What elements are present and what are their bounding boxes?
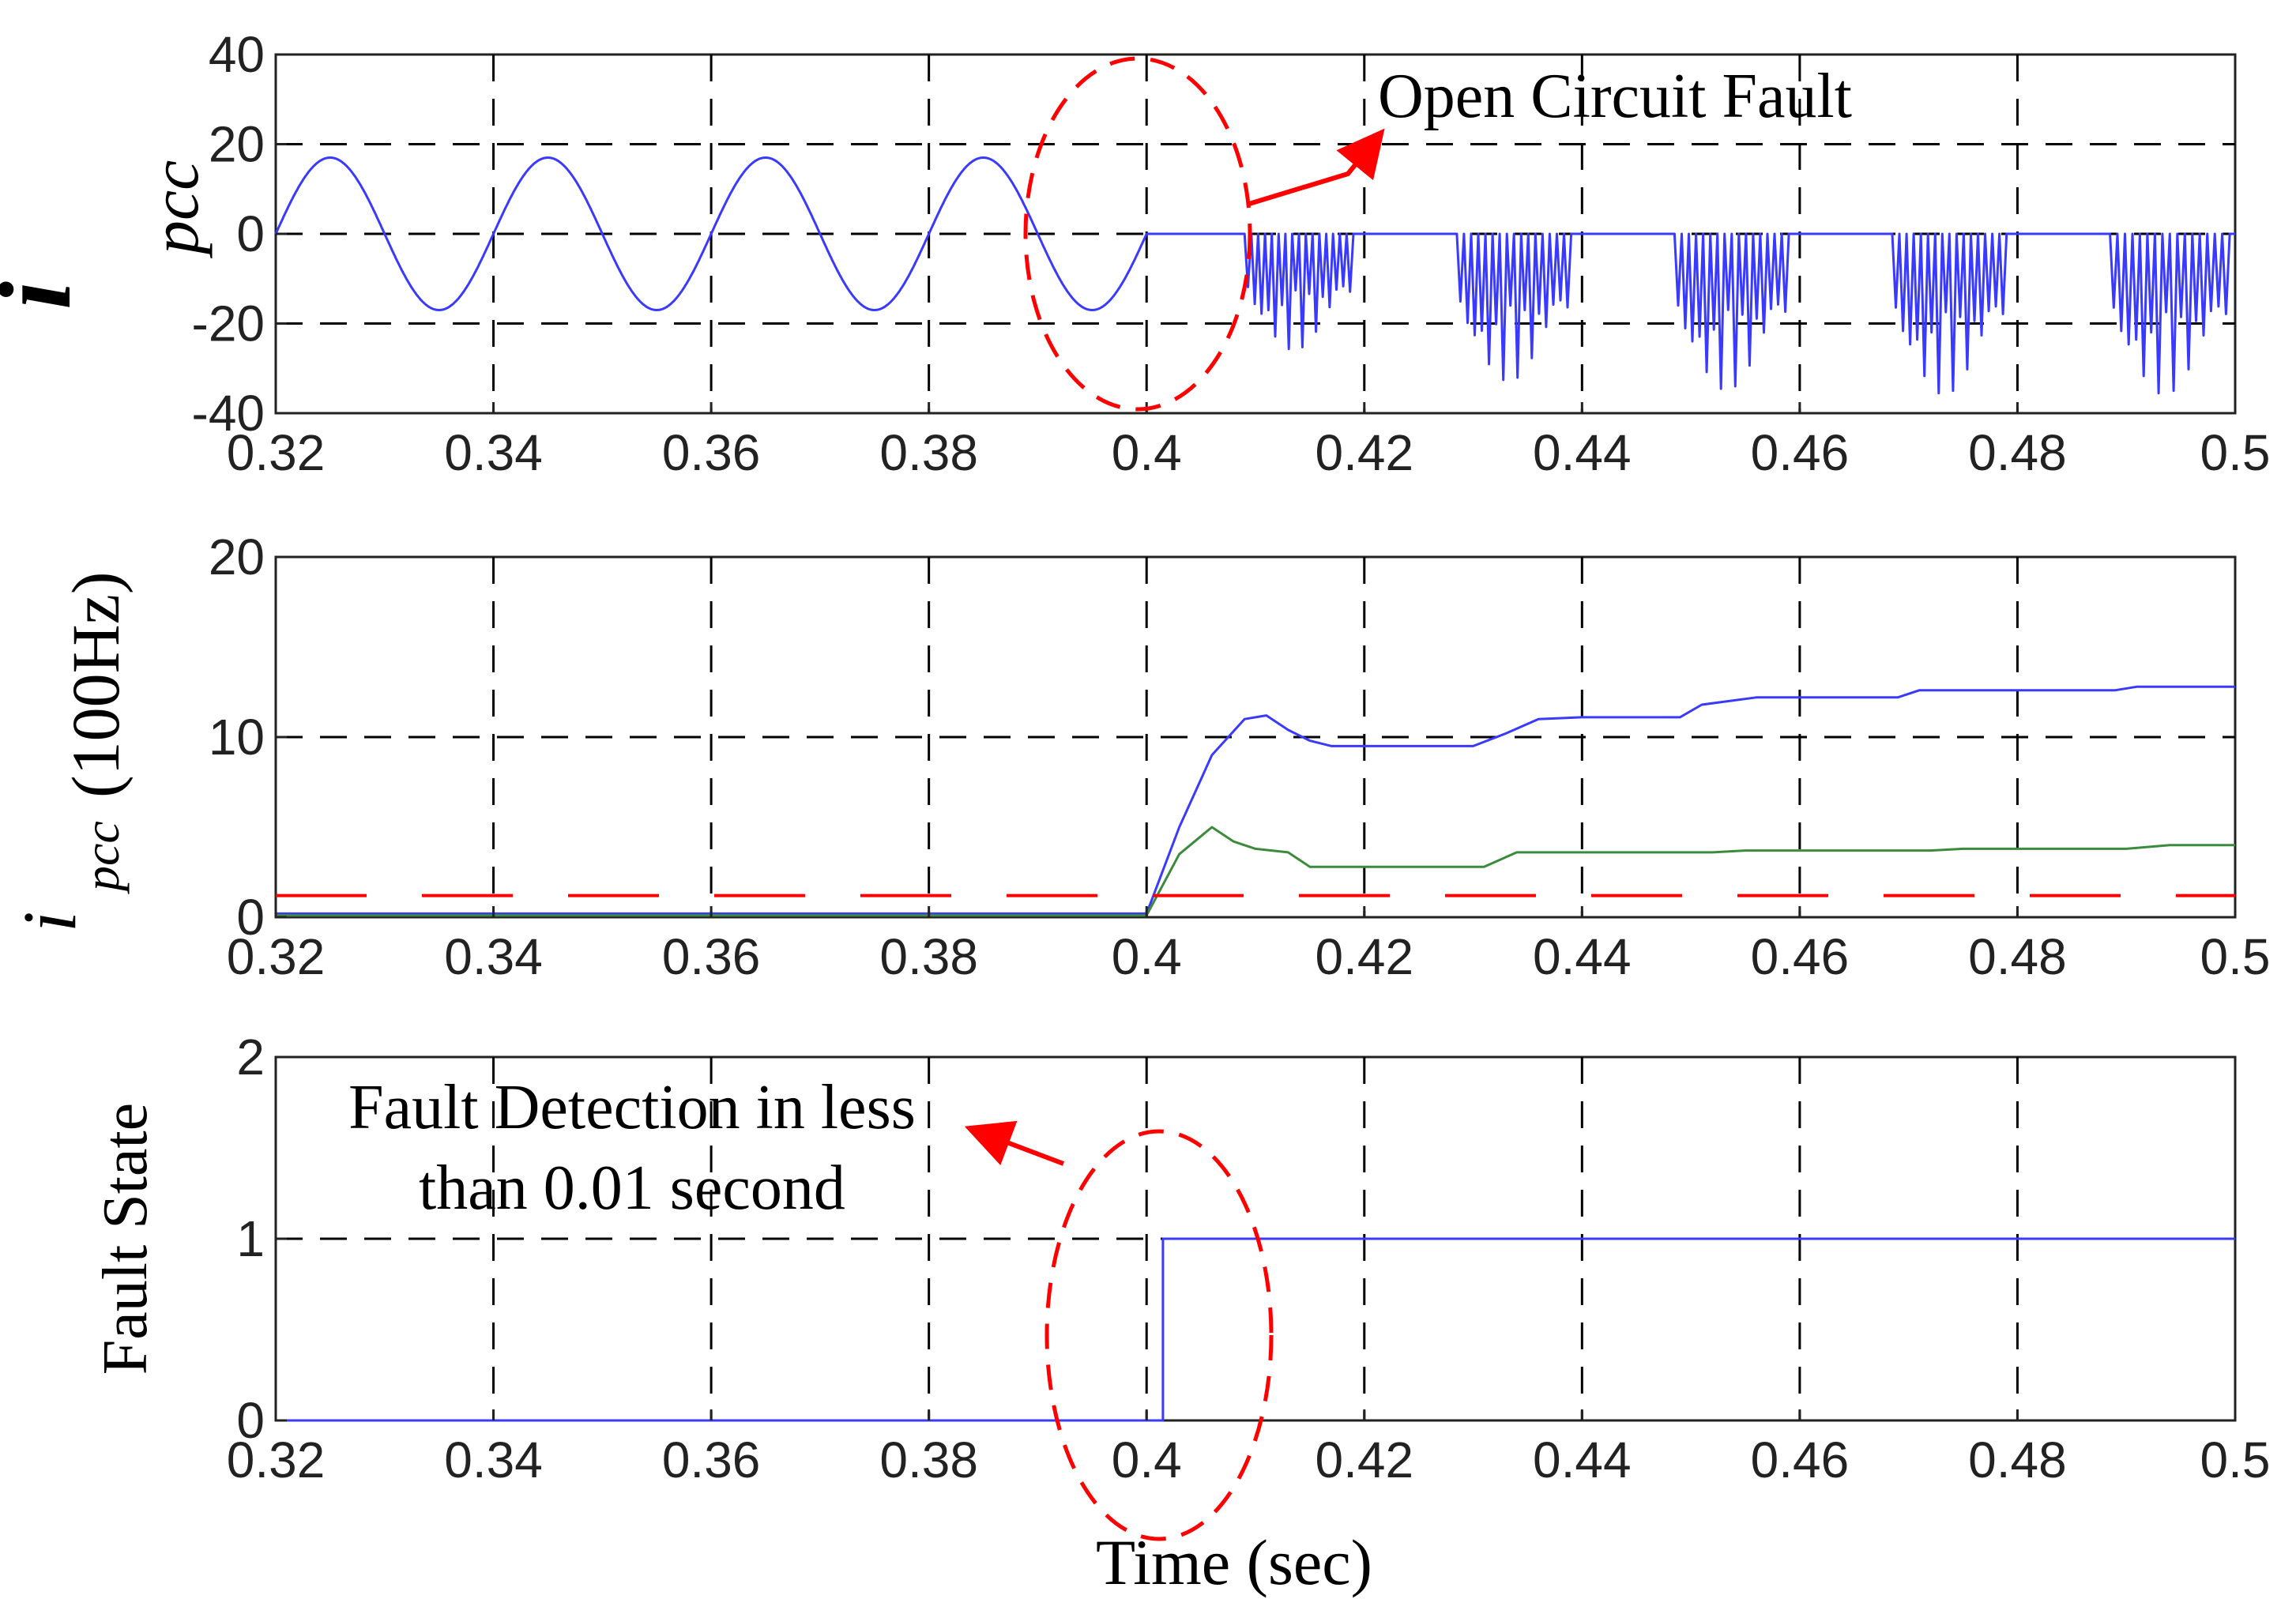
detection-highlight-ellipse	[1044, 1129, 1274, 1541]
x-tick-label: 0.34	[444, 424, 543, 481]
y-tick-label: 20	[209, 529, 265, 585]
xlabel: Time (sec)	[1096, 1526, 1372, 1598]
x-tick-label: 0.38	[879, 424, 978, 481]
y-tick-label: 20	[209, 116, 265, 173]
x-tick-label: 0.4	[1112, 1432, 1182, 1488]
panel-ipcc-100hz: 0.32 0.34 0.36 0.38 0.4 0.42 0.44 0.46 0.48 0.5 20…	[7, 529, 2270, 985]
x-tick-label: 0.48	[1968, 928, 2067, 985]
x-tick-label: 0.32	[227, 928, 326, 985]
y-tick-label: 0	[236, 1392, 265, 1449]
open-circuit-fault-annotation: Open Circuit Fault	[1378, 62, 1852, 131]
fault-arrow	[1248, 128, 1385, 206]
x-tick-label: 0.48	[1968, 1432, 2067, 1488]
x-tick-label: 0.34	[444, 1432, 543, 1488]
x-tick-label: 0.4	[1112, 424, 1182, 481]
x-tick-label: 0.32	[227, 1432, 326, 1488]
y-tick-label: 1	[236, 1210, 265, 1267]
panel-ipcc: 0.32 0.34 0.36 0.38 0.4 0.42 0.44 0.46 0.48 0.5 40…	[0, 26, 2270, 481]
x-tick-label: 0.38	[879, 1432, 978, 1488]
ylabel-subscript: pcc	[73, 821, 130, 894]
y-tick-label: -20	[192, 295, 265, 352]
ylabel-subscript: pcc	[137, 160, 213, 259]
y-tick-label: 2	[236, 1029, 265, 1085]
panel-fault-state: 0.32 0.34 0.36 0.38 0.4 0.42 0.44 0.46 0.48 0.5 2 1…	[91, 1029, 2270, 1598]
ylabel-main: i	[0, 281, 92, 310]
ylabel-main: i	[7, 911, 92, 932]
x-tick-label: 0.36	[662, 1432, 761, 1488]
x-tick-label: 0.48	[1968, 424, 2067, 481]
x-tick-label: 0.44	[1533, 928, 1632, 985]
series-ipcc	[274, 156, 2235, 395]
detection-annotation-line-1: Fault Detection in less	[348, 1073, 916, 1142]
x-tick-label: 0.42	[1315, 1432, 1413, 1488]
x-tick-label: 0.4	[1112, 928, 1182, 985]
ylabel-tail: (100Hz)	[58, 571, 134, 798]
x-tick-label: 0.32	[227, 424, 326, 481]
x-tick-label: 0.34	[444, 928, 543, 985]
y-tick-label: 0	[236, 205, 265, 262]
x-tick-label: 0.5	[2200, 424, 2271, 481]
x-tick-label: 0.46	[1751, 1432, 1850, 1488]
x-tick-label: 0.46	[1751, 424, 1850, 481]
x-tick-label: 0.5	[2200, 928, 2271, 985]
series-100hz-component	[276, 685, 2235, 915]
x-tick-label: 0.44	[1533, 424, 1632, 481]
y-tick-label: 0	[236, 889, 265, 946]
x-tick-label: 0.38	[879, 928, 978, 985]
ylabel: Fault State	[91, 1103, 160, 1375]
x-tick-label: 0.36	[662, 928, 761, 985]
series-reference-component	[276, 826, 2235, 917]
x-tick-label: 0.46	[1751, 928, 1850, 985]
detection-arrow	[964, 1120, 1065, 1166]
y-tick-label: -40	[192, 385, 265, 442]
x-tick-label: 0.36	[662, 424, 761, 481]
series-fault-state	[276, 1237, 2235, 1422]
x-tick-label: 0.42	[1315, 928, 1413, 985]
x-tick-label: 0.42	[1315, 424, 1413, 481]
x-tick-label: 0.5	[2200, 1432, 2271, 1488]
y-tick-label: 10	[209, 709, 265, 766]
detection-annotation-line-2: than 0.01 second	[419, 1153, 845, 1223]
x-tick-label: 0.44	[1533, 1432, 1632, 1488]
y-tick-label: 40	[209, 26, 265, 83]
fault-highlight-ellipse	[1023, 56, 1252, 412]
